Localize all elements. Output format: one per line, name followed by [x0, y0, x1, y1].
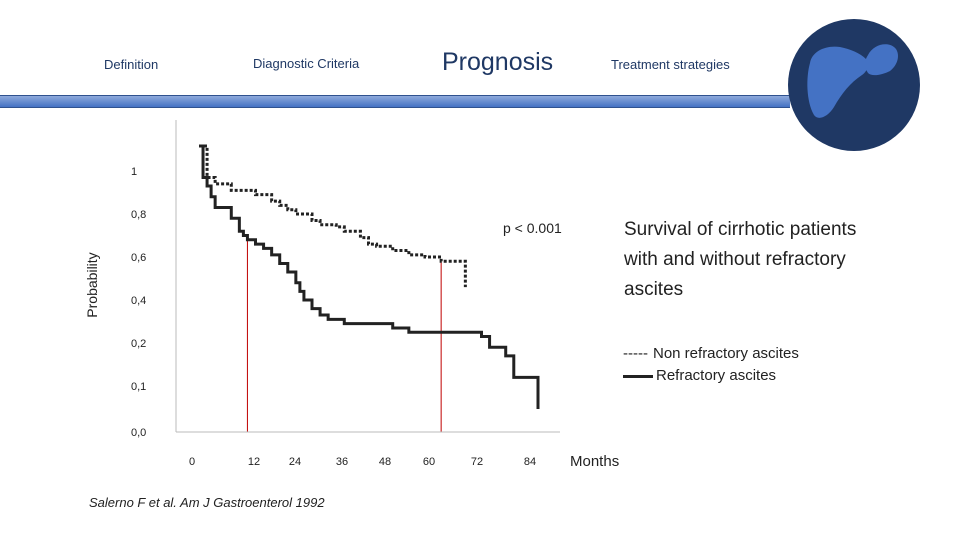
citation: Salerno F et al. Am J Gastroenterol 1992: [89, 495, 325, 510]
series-line-non-refractory: [199, 144, 467, 288]
x-tick-label: 12: [248, 456, 260, 468]
x-tick-label: 48: [379, 456, 391, 468]
liver-icon: [807, 44, 898, 118]
p-value-annotation: p < 0.001: [503, 220, 562, 236]
series-line-refractory: [199, 144, 540, 409]
chart-title-line-2: with and without refractory: [624, 249, 846, 270]
y-tick-label: 0,1: [131, 381, 146, 393]
nav-underline-bar: [0, 95, 790, 108]
x-tick-label: 84: [524, 456, 536, 468]
y-axis-label: Probability: [84, 252, 100, 317]
y-tick-labels: 0,0 0,1 0,2 0,4 0,6 0,8 1: [131, 166, 146, 439]
nav-item-definition[interactable]: Definition: [104, 57, 159, 72]
legend-item-refractory: Refractory ascites: [623, 365, 799, 387]
y-tick-label: 1: [131, 166, 137, 178]
y-tick-label: 0,2: [131, 338, 146, 350]
logo-badge: [788, 19, 920, 151]
nav-item-prognosis[interactable]: Prognosis: [442, 48, 554, 76]
chart-title: Survival of cirrhotic patients with and …: [624, 215, 924, 305]
legend-item-non-refractory: ----- Non refractory ascites: [623, 343, 799, 365]
x-tick-label: 24: [289, 456, 301, 468]
y-tick-label: 0,4: [131, 295, 146, 307]
legend: ----- Non refractory ascites Refractory …: [623, 343, 799, 387]
top-navigation: Definition Diagnostic Criteria Prognosis…: [0, 0, 960, 108]
x-tick-label: 36: [336, 456, 348, 468]
y-tick-label: 0,0: [131, 427, 146, 439]
chart-title-line-1: Survival of cirrhotic patients: [624, 219, 857, 240]
nav-item-treatment-strategies[interactable]: Treatment strategies: [611, 57, 730, 72]
x-tick-label: 72: [471, 456, 483, 468]
reference-lines: [246, 239, 442, 432]
x-tick-label: 60: [423, 456, 435, 468]
y-tick-label: 0,8: [131, 209, 146, 221]
x-tick-label: 0: [189, 456, 195, 468]
series-layer: [199, 144, 540, 409]
x-tick-labels: 0 12 24 36 48 60 72 84: [189, 456, 536, 468]
legend-dash-marker: -----: [623, 345, 648, 362]
legend-solid-marker: [623, 374, 653, 378]
nav-item-diagnostic-criteria[interactable]: Diagnostic Criteria: [253, 56, 360, 71]
legend-label-refractory: Refractory ascites: [656, 367, 777, 384]
legend-label-non-refractory: Non refractory ascites: [653, 345, 799, 362]
x-axis-label: Months: [570, 453, 619, 470]
y-tick-label: 0,6: [131, 252, 146, 264]
chart-title-line-3: ascites: [624, 279, 684, 300]
